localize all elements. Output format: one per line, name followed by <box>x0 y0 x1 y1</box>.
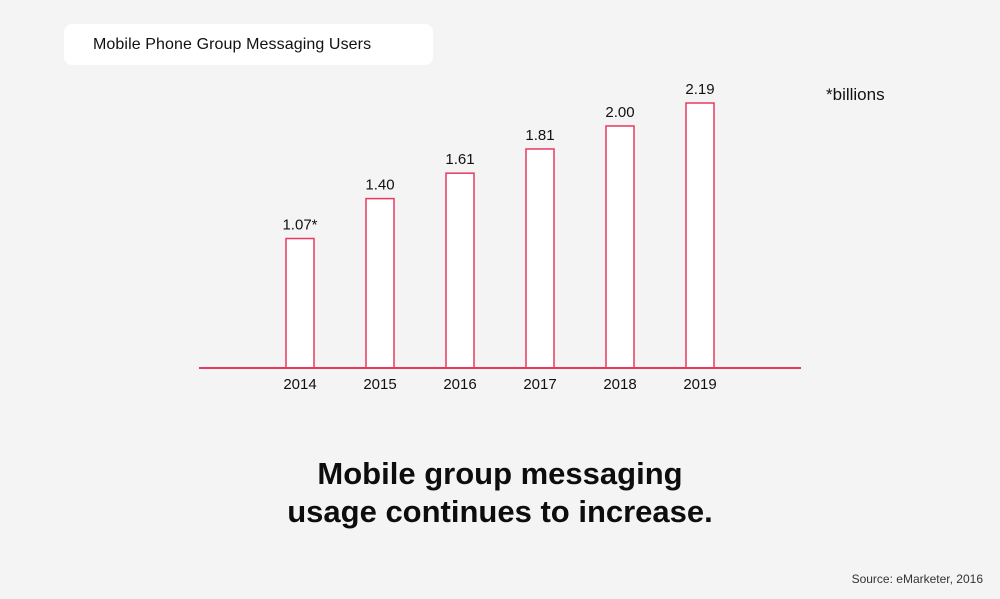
x-tick-label-2018: 2018 <box>603 376 636 393</box>
value-labels-group: 1.07* 1.40 1.61 1.81 2.00 2.19 <box>282 81 714 234</box>
source-note: Source: eMarketer, 2016 <box>851 572 983 586</box>
value-label-2015: 1.40 <box>365 177 394 194</box>
bar-2017 <box>525 148 555 369</box>
headline-line-1: Mobile group messaging <box>317 456 683 491</box>
bar-2014 <box>285 237 315 369</box>
bar-2015 <box>365 197 395 369</box>
x-tick-label-2019: 2019 <box>683 376 716 393</box>
x-tick-labels-group: 2014 2015 2016 2017 2018 2019 <box>283 376 716 393</box>
bar-2019 <box>685 102 715 369</box>
value-label-2018: 2.00 <box>605 104 634 121</box>
value-label-2016: 1.61 <box>445 151 474 168</box>
x-tick-label-2015: 2015 <box>363 376 396 393</box>
value-label-2017: 1.81 <box>525 127 554 144</box>
chart-title: Mobile Phone Group Messaging Users <box>64 24 433 65</box>
value-label-2019: 2.19 <box>685 81 714 98</box>
headline: Mobile group messaging usage continues t… <box>0 455 1000 531</box>
bar-chart: 1.07*1.401.611.812.002.19 2014 2015 2016 20… <box>199 81 801 393</box>
unit-note: *billions <box>826 85 885 104</box>
x-tick-label-2017: 2017 <box>523 376 556 393</box>
bars-group <box>285 102 715 369</box>
bar-2018 <box>605 125 635 369</box>
bar-2016 <box>445 172 475 369</box>
x-tick-label-2014: 2014 <box>283 376 316 393</box>
headline-line-2: usage continues to increase. <box>287 494 713 529</box>
value-label-2014: 1.07* <box>282 217 317 234</box>
x-tick-label-2016: 2016 <box>443 376 476 393</box>
